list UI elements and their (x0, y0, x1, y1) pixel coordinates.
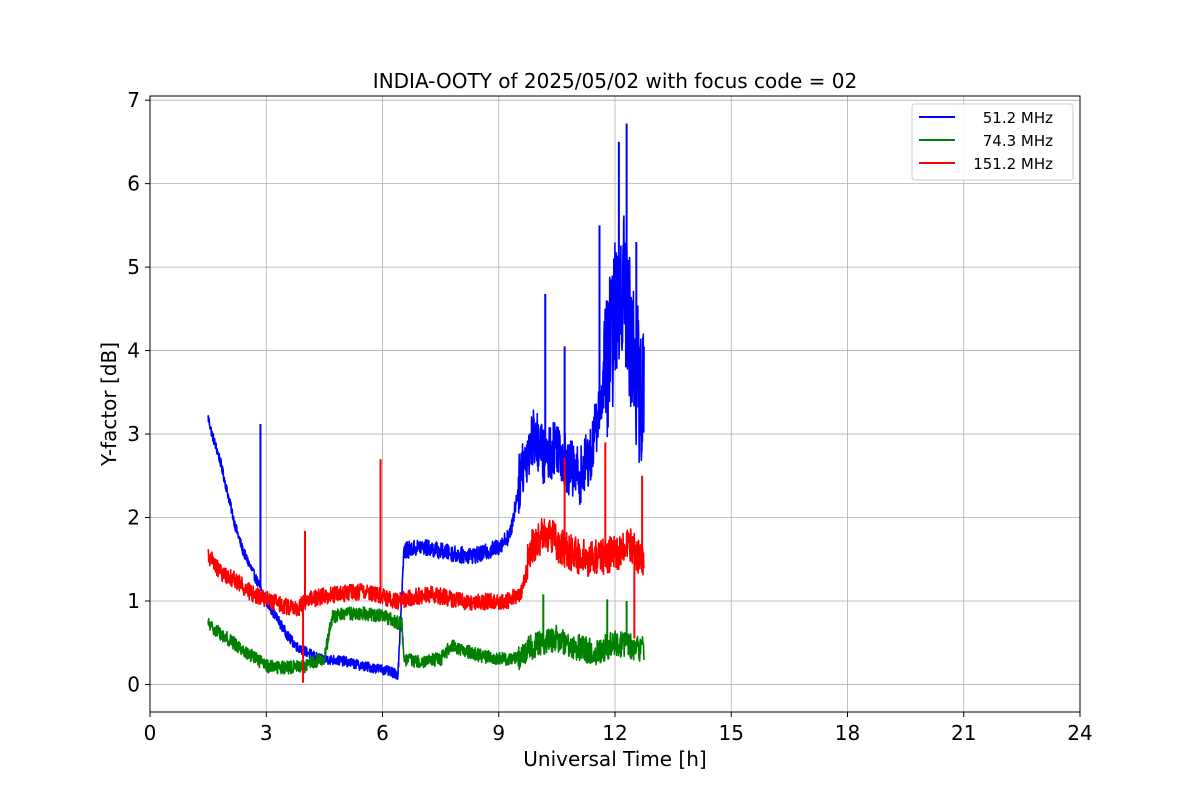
legend: 51.2 MHz 74.3 MHz 151.2 MHz (911, 103, 1074, 181)
y-tick-label: 4 (127, 339, 140, 363)
series-line-0 (207, 215, 645, 681)
x-tick-label: 15 (719, 721, 744, 745)
y-tick-label: 6 (127, 172, 140, 196)
y-tick-label: 5 (127, 255, 140, 279)
series-line-2 (207, 518, 645, 617)
chart-title: INDIA-OOTY of 2025/05/02 with focus code… (373, 69, 857, 93)
x-tick-label: 3 (260, 721, 273, 745)
y-tick-label: 2 (127, 506, 140, 530)
y-axis-label: Y-factor [dB] (97, 342, 121, 467)
x-tick-label: 18 (835, 721, 860, 745)
legend-box (911, 103, 1074, 181)
legend-label-2: 151.2 MHz (973, 155, 1053, 173)
x-axis-label: Universal Time [h] (523, 747, 706, 771)
x-tick-label: 0 (144, 721, 157, 745)
series-line-1 (207, 606, 645, 675)
y-tick-label: 7 (127, 88, 140, 112)
x-tick-label: 12 (602, 721, 627, 745)
x-tick-label: 24 (1067, 721, 1092, 745)
x-tick-label: 21 (951, 721, 976, 745)
legend-label-1: 74.3 MHz (983, 132, 1053, 150)
y-tick-label: 3 (127, 422, 140, 446)
x-tick-label: 9 (492, 721, 505, 745)
series-lines (207, 123, 645, 683)
x-tick-label: 6 (376, 721, 389, 745)
legend-label-0: 51.2 MHz (983, 109, 1053, 127)
y-tick-label: 0 (127, 672, 140, 696)
y-tick-label: 1 (127, 589, 140, 613)
